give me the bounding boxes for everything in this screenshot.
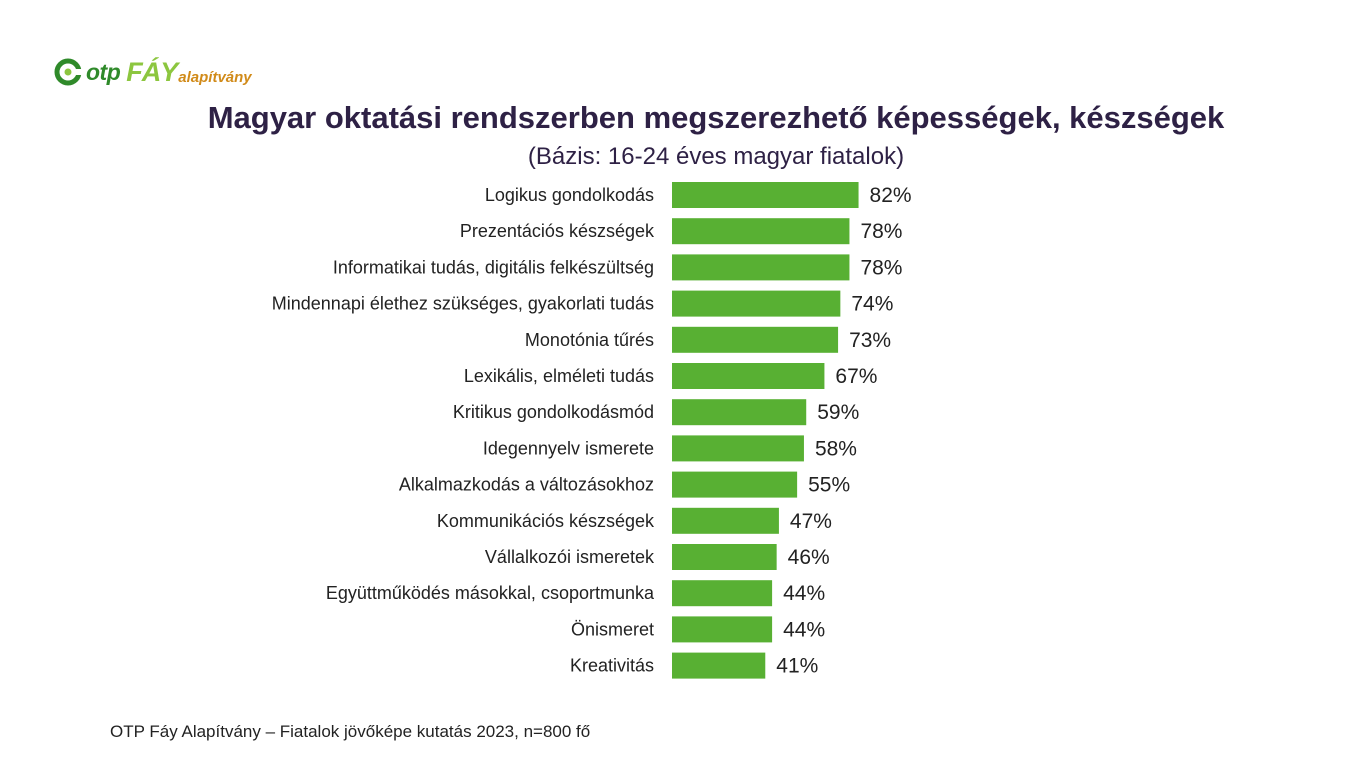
bar xyxy=(672,580,773,607)
bar xyxy=(672,290,841,317)
bar xyxy=(672,326,839,353)
data-label: 47% xyxy=(790,510,832,533)
otp-logo-icon xyxy=(54,58,82,86)
bar xyxy=(672,616,773,643)
category-label: Logikus gondolkodás xyxy=(485,185,654,205)
bar xyxy=(672,471,798,498)
data-label: 73% xyxy=(849,329,891,352)
category-label: Idegennyelv ismerete xyxy=(483,438,654,458)
bar xyxy=(672,399,807,426)
category-label: Önismeret xyxy=(571,619,654,639)
category-label: Alkalmazkodás a változásokhoz xyxy=(399,475,654,495)
logo-name: FÁY xyxy=(126,56,178,87)
footer-source: OTP Fáy Alapítvány – Fiatalok jövőképe k… xyxy=(110,722,591,741)
data-label: 46% xyxy=(788,546,830,569)
data-label: 78% xyxy=(860,220,902,243)
data-label: 41% xyxy=(776,655,818,678)
data-label: 55% xyxy=(808,474,850,497)
category-label: Monotónia tűrés xyxy=(525,330,654,350)
bar xyxy=(672,254,850,281)
data-label: 82% xyxy=(870,184,912,207)
chart-title: Magyar oktatási rendszerben megszerezhet… xyxy=(207,100,1225,135)
category-label: Kritikus gondolkodásmód xyxy=(453,402,654,422)
data-label: 78% xyxy=(860,256,902,279)
bar xyxy=(672,652,766,679)
bar xyxy=(672,435,804,462)
category-label: Kreativitás xyxy=(570,656,654,676)
data-label: 74% xyxy=(851,293,893,316)
data-label: 58% xyxy=(815,437,857,460)
category-label: Prezentációs készségek xyxy=(460,221,655,241)
bar xyxy=(672,182,859,208)
category-label: Vállalkozói ismeretek xyxy=(485,547,655,567)
category-label: Együttműködés másokkal, csoportmunka xyxy=(326,583,655,603)
category-label: Kommunikációs készségek xyxy=(437,511,655,531)
data-label: 67% xyxy=(835,365,877,388)
bar xyxy=(672,218,850,245)
data-label: 44% xyxy=(783,618,825,641)
category-label: Informatikai tudás, digitális felkészült… xyxy=(333,257,654,277)
logo-brand: otp xyxy=(86,58,121,85)
data-label: 59% xyxy=(817,401,859,424)
category-label: Lexikális, elméleti tudás xyxy=(464,366,654,386)
data-label: 44% xyxy=(783,582,825,605)
bar xyxy=(672,507,779,534)
bar-chart: Logikus gondolkodás 82% Prezentációs készs… xyxy=(272,182,912,679)
bar xyxy=(672,363,825,389)
logo-subtitle: alapítvány xyxy=(178,68,252,86)
logo: otp FÁY alapítvány xyxy=(54,54,252,90)
category-label: Mindennapi élethez szükséges, gyakorlati… xyxy=(272,294,654,314)
bar xyxy=(672,544,777,570)
chart-subtitle: (Bázis: 16-24 éves magyar fiatalok) xyxy=(527,143,905,170)
